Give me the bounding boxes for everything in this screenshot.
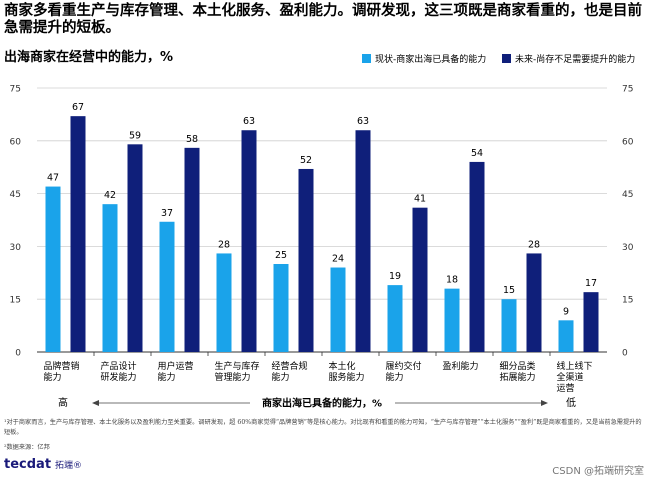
x-category-label: 拓展能力 [500, 371, 536, 383]
x-category-label: 线上线下 [557, 360, 593, 372]
y-tick-label-left: 15 [10, 296, 21, 306]
bar-future [355, 130, 371, 352]
y-tick-label-left: 45 [10, 190, 21, 200]
y-tick-label-right: 75 [622, 85, 633, 95]
bar-future [70, 116, 86, 352]
bar-future [526, 253, 542, 352]
data-label-future: 59 [129, 130, 141, 141]
bar-future [298, 168, 314, 352]
data-label-current: 42 [104, 190, 116, 201]
x-category-label: 全渠道 [557, 371, 584, 383]
x-category-label: 研发能力 [101, 371, 137, 383]
bar-future [241, 130, 257, 352]
data-label-future: 63 [357, 116, 369, 127]
data-label-future: 54 [471, 148, 483, 159]
legend-future: 未来-尚存不足需要提升的能力 [502, 52, 635, 65]
logo-mark: tecdat [4, 457, 52, 472]
data-label-current: 9 [563, 306, 569, 317]
x-category-label: 盈利能力 [443, 360, 479, 372]
footnote: ¹对于商家而言，生产与库存管理、本土化服务以及盈利能力至关重要。调研发现，超 6… [4, 419, 642, 436]
y-tick-label-right: 45 [622, 190, 633, 200]
x-category-label: 能力 [158, 371, 176, 383]
data-label-future: 41 [414, 194, 426, 205]
x-category-label: 运营 [557, 382, 575, 394]
x-category-label: 管理能力 [215, 371, 251, 383]
source-note: ²数据来源：亿邦 [4, 444, 50, 451]
x-category-label: 本土化 [329, 360, 356, 372]
y-tick-label-left: 75 [10, 85, 21, 95]
data-label-future: 58 [186, 134, 198, 145]
watermark: CSDN @拓端研究室 [552, 466, 644, 477]
legend-current-swatch [362, 54, 371, 63]
x-axis-high-label: 高 [58, 396, 68, 409]
data-label-current: 28 [218, 239, 230, 250]
bar-current [387, 285, 403, 352]
data-label-current: 24 [332, 254, 344, 265]
bar-current [159, 221, 175, 352]
y-tick-label-right: 30 [622, 243, 634, 253]
bar-current [273, 264, 289, 352]
bar-future [127, 144, 143, 352]
bar-current [45, 186, 61, 352]
bar-future [469, 161, 485, 352]
chart-subtitle: 出海商家在经营中的能力，% [4, 50, 174, 65]
legend-current-label: 现状-商家出海已具备的能力 [375, 55, 487, 65]
bar-current [444, 288, 460, 352]
legend-current: 现状-商家出海已具备的能力 [362, 52, 486, 65]
legend-future-swatch [502, 54, 511, 63]
bar-current [558, 320, 574, 352]
data-label-future: 63 [243, 116, 255, 127]
y-tick-label-right: 15 [622, 296, 633, 306]
y-tick-label-right: 60 [622, 137, 634, 147]
x-category-label: 服务能力 [329, 371, 365, 383]
data-label-current: 19 [389, 271, 401, 282]
x-axis-arrow-head-right [541, 400, 548, 406]
data-label-current: 47 [47, 173, 59, 184]
x-category-label: 用户运营 [158, 360, 194, 372]
x-category-label: 履约交付 [386, 360, 422, 372]
data-label-future: 52 [300, 155, 312, 166]
y-tick-label-left: 60 [10, 137, 22, 147]
data-label-future: 28 [528, 239, 540, 250]
data-label-current: 18 [446, 275, 458, 286]
bar-current [102, 204, 118, 352]
x-category-label: 能力 [272, 371, 290, 383]
x-axis-arrow-head-left [92, 400, 99, 406]
bar-current [216, 253, 232, 352]
data-label-current: 37 [161, 208, 173, 219]
tecdat-logo: tecdat 拓端® [4, 457, 82, 472]
data-label-current: 25 [275, 250, 287, 261]
x-axis-title: 商家出海已具备的能力，% [262, 397, 382, 410]
data-label-current: 15 [503, 285, 515, 296]
bar-future [184, 147, 200, 352]
bar-current [330, 267, 346, 352]
bar-future [583, 292, 599, 352]
logo-text: 拓端® [55, 461, 83, 471]
data-label-future: 17 [585, 278, 597, 289]
x-category-label: 品牌营销 [44, 360, 80, 372]
bar-current [501, 299, 517, 352]
x-category-label: 生产与库存 [215, 360, 260, 372]
y-tick-label-right: 0 [622, 349, 628, 359]
y-tick-label-left: 0 [15, 349, 21, 359]
x-axis-low-label: 低 [566, 396, 576, 409]
x-category-label: 产品设计 [101, 360, 137, 372]
y-tick-label-left: 30 [10, 243, 22, 253]
x-category-label: 能力 [44, 371, 62, 383]
bar-future [412, 207, 428, 352]
x-category-label: 细分品类 [500, 360, 536, 372]
data-label-future: 67 [72, 102, 84, 113]
x-category-label: 能力 [386, 371, 404, 383]
headline: 商家多看重生产与库存管理、本土化服务、盈利能力。调研发现，这三项既是商家看重的，… [4, 2, 642, 36]
x-category-label: 经营合规 [272, 360, 308, 372]
legend-future-label: 未来-尚存不足需要提升的能力 [515, 55, 636, 65]
